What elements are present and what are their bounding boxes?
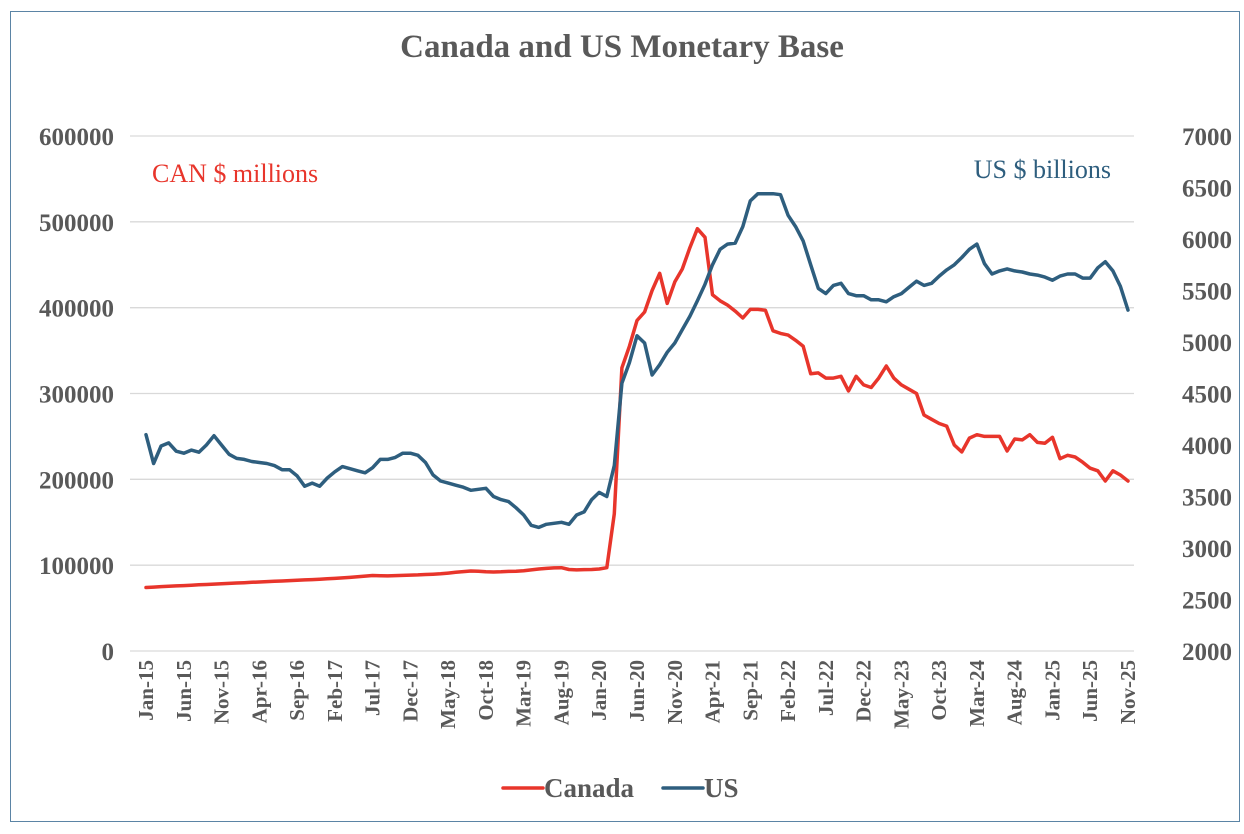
right-axis-tick-label: 3500 bbox=[1182, 485, 1232, 512]
right-axis-tick-label: 3000 bbox=[1182, 536, 1232, 563]
x-axis-tick-label: Mar-19 bbox=[512, 660, 536, 727]
right-axis-tick-label: 4500 bbox=[1182, 382, 1232, 409]
x-axis-tick-label: Aug-19 bbox=[549, 660, 573, 725]
right-axis-tick-label: 4000 bbox=[1182, 433, 1232, 460]
x-axis-tick-label: Nov-25 bbox=[1116, 660, 1140, 724]
series-line-canada bbox=[144, 226, 1130, 590]
x-axis-tick-label: Oct-23 bbox=[927, 660, 951, 721]
x-axis-tick-label: Jun-15 bbox=[172, 660, 196, 722]
x-axis-tick-label: May-18 bbox=[436, 660, 460, 729]
legend-label: US bbox=[704, 773, 739, 803]
x-axis-tick-label: Feb-17 bbox=[323, 660, 347, 722]
series-layer bbox=[144, 191, 1130, 590]
left-axis-tick-label: 500000 bbox=[39, 210, 114, 237]
right-axis-tick-label: 5500 bbox=[1182, 279, 1232, 306]
left-axis-tick-label: 600000 bbox=[39, 124, 114, 151]
gridlines bbox=[130, 135, 1134, 652]
right-axis-ticks: 2000 2500 3000 3500 4000 4500 5000 5500 6000 6500… bbox=[1182, 124, 1232, 666]
x-axis-tick-label: Sep-16 bbox=[285, 660, 309, 721]
right-axis-unit-annotation: US $ billions bbox=[974, 155, 1111, 184]
x-axis-tick-label: Mar-24 bbox=[965, 660, 989, 727]
x-axis-ticks: Jan-15 Jun-15 Nov-15 Apr-16 Sep-16 Feb-17 Jul-… bbox=[134, 660, 1140, 729]
x-axis-tick-label: Jan-15 bbox=[134, 660, 158, 721]
left-axis-tick-label: 300000 bbox=[39, 382, 114, 409]
right-axis-tick-label: 6000 bbox=[1182, 227, 1232, 254]
right-axis-tick-label: 5000 bbox=[1182, 330, 1232, 357]
legend-item-canada: Canada bbox=[501, 773, 635, 803]
chart-title: Canada and US Monetary Base bbox=[400, 29, 844, 65]
x-axis-tick-label: Jun-25 bbox=[1078, 660, 1102, 722]
x-axis-tick-label: Nov-15 bbox=[210, 660, 234, 724]
legend-item-us: US bbox=[661, 773, 739, 803]
x-axis-tick-label: Feb-22 bbox=[776, 660, 800, 722]
x-axis-tick-label: Dec-17 bbox=[398, 660, 422, 722]
right-axis-tick-label: 6500 bbox=[1182, 176, 1232, 203]
left-axis-tick-label: 400000 bbox=[39, 296, 114, 323]
x-axis-tick-label: Dec-22 bbox=[852, 660, 876, 722]
x-axis-tick-label: Jun-20 bbox=[625, 660, 649, 722]
left-axis-tick-label: 200000 bbox=[39, 467, 114, 494]
chart-frame bbox=[10, 11, 1240, 822]
x-axis-tick-label: Apr-21 bbox=[701, 660, 725, 723]
x-axis-tick-label: May-23 bbox=[889, 660, 913, 729]
left-axis-unit-annotation: CAN $ millions bbox=[152, 159, 318, 188]
x-axis-tick-label: Sep-21 bbox=[738, 660, 762, 721]
x-axis-tick-label: Jan-25 bbox=[1040, 660, 1064, 721]
x-axis-tick-label: Oct-18 bbox=[474, 660, 498, 721]
right-axis-tick-label: 2500 bbox=[1182, 588, 1232, 615]
series-line-us bbox=[144, 191, 1130, 530]
legend-label: Canada bbox=[544, 773, 635, 803]
x-axis-tick-label: Nov-20 bbox=[663, 660, 687, 724]
left-axis-tick-label: 100000 bbox=[39, 553, 114, 580]
left-axis-ticks: 0 100000 200000 300000 400000 500000 600000 bbox=[39, 124, 114, 666]
x-axis-tick-label: Aug-24 bbox=[1003, 660, 1027, 726]
x-axis-tick-label: Jul-22 bbox=[814, 660, 838, 716]
x-axis-tick-label: Jul-17 bbox=[361, 660, 385, 716]
legend: Canada US bbox=[501, 773, 739, 803]
right-axis-tick-label: 2000 bbox=[1182, 639, 1232, 666]
left-axis-tick-label: 0 bbox=[102, 639, 115, 666]
x-axis-tick-label: Jan-20 bbox=[587, 660, 611, 721]
right-axis-tick-label: 7000 bbox=[1182, 124, 1232, 151]
x-axis-tick-label: Apr-16 bbox=[247, 660, 271, 723]
